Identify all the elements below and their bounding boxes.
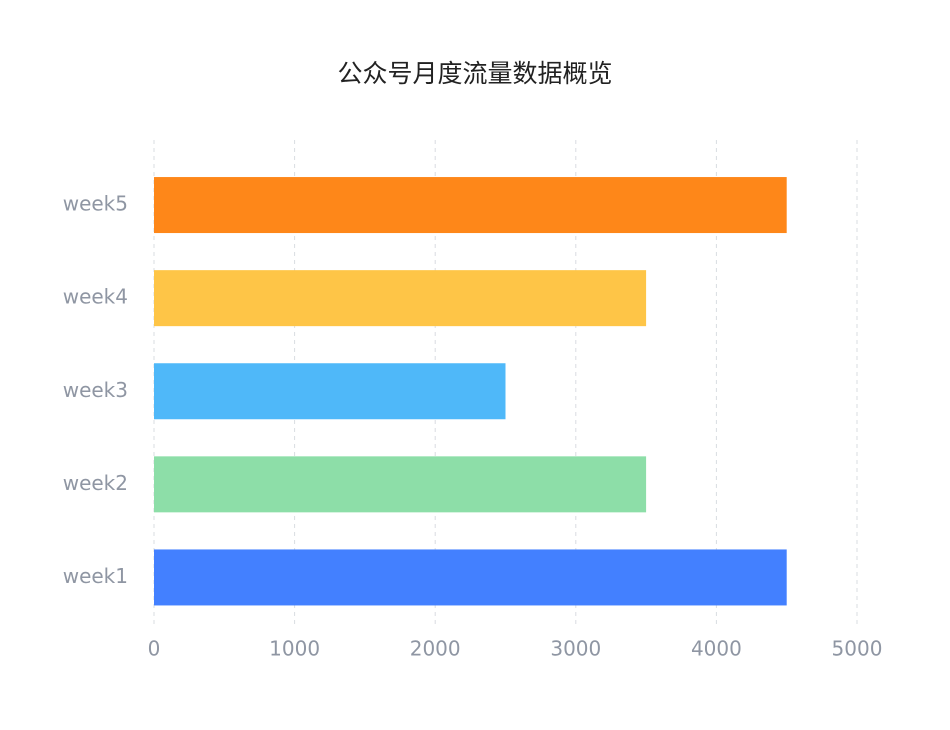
x-tick-label: 1000 — [269, 637, 320, 661]
bar — [154, 177, 787, 234]
chart-title: 公众号月度流量数据概览 — [337, 59, 612, 88]
x-tick-label: 3000 — [550, 637, 601, 661]
y-tick-label: week3 — [63, 378, 128, 402]
y-tick-label: week2 — [63, 471, 128, 495]
y-tick-label: week4 — [63, 285, 128, 309]
bar — [154, 456, 647, 513]
bar — [154, 363, 506, 420]
y-tick-label: week1 — [63, 564, 128, 588]
x-tick-label: 0 — [148, 637, 161, 661]
y-tick-label: week5 — [63, 192, 128, 216]
x-tick-label: 5000 — [832, 637, 883, 661]
x-tick-label: 4000 — [691, 637, 742, 661]
x-tick-label: 2000 — [410, 637, 461, 661]
bar — [154, 270, 647, 327]
bar — [154, 549, 787, 606]
